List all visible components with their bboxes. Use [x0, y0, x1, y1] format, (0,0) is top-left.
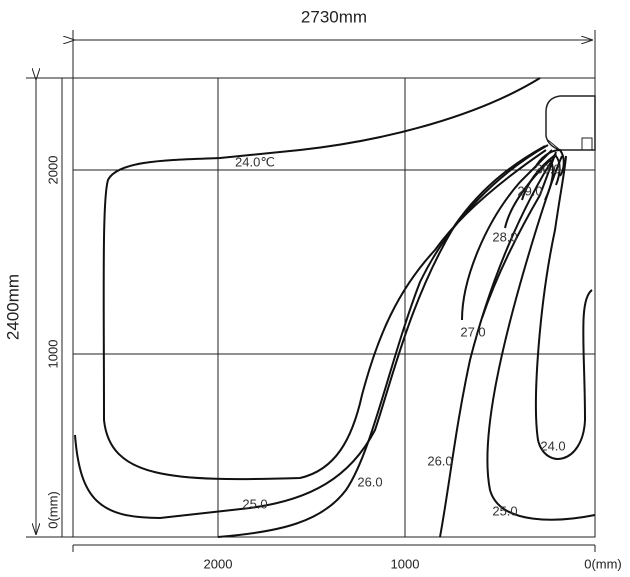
contour-label: 25.0: [492, 503, 517, 518]
y-tick-label: 1000: [45, 340, 60, 369]
x-tick-label: 0(mm): [584, 556, 622, 571]
contour-label: 26.0: [427, 453, 452, 468]
contour-label: 25.0: [242, 496, 267, 511]
contours: [74, 77, 596, 538]
contour-label: 30.0: [535, 161, 560, 176]
width-label: 2730mm: [301, 7, 367, 26]
contour-label: 24.0: [540, 438, 565, 453]
y-tick-label: 2000: [45, 156, 60, 185]
contour-label: 29.0: [517, 183, 542, 198]
contour-label: 27.0: [460, 324, 485, 339]
contour-label: 24.0℃: [235, 154, 275, 169]
x-tick-label: 1000: [391, 556, 420, 571]
y-tick-label: 0(mm): [45, 491, 60, 529]
air-conditioner: [545, 95, 596, 151]
height-label: 2400mm: [3, 274, 22, 340]
contour-label: 26.0: [357, 474, 382, 489]
frame: [72, 77, 596, 538]
contour-label: 28.0: [492, 229, 517, 244]
x-tick-label: 2000: [204, 556, 233, 571]
